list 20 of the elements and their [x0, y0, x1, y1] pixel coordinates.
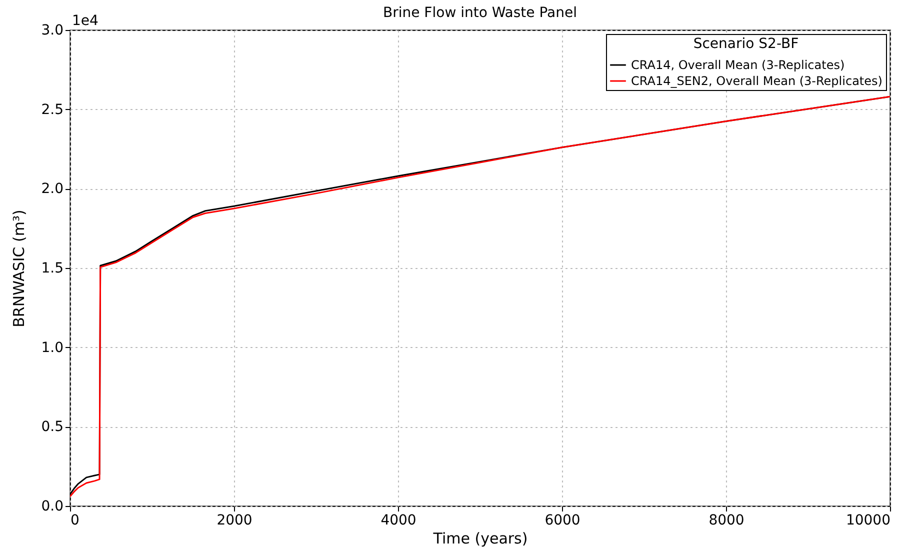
- x-tick-label: 0: [70, 512, 80, 528]
- x-tick-label: 8000: [708, 512, 744, 528]
- y-axis-title: BRNWASIC (m³): [10, 210, 28, 328]
- x-tick-label: 10000: [846, 512, 890, 528]
- y-tick-label: 1.0: [41, 340, 64, 356]
- text: 1e4: [72, 13, 99, 29]
- x-tick-label: 2000: [216, 512, 252, 528]
- x-tick-label: 4000: [380, 512, 416, 528]
- y-tick-label: 2.5: [41, 102, 64, 118]
- y-tick-label: 0.0: [41, 498, 64, 514]
- x-tick-label: 6000: [544, 512, 580, 528]
- y-tick-label: 3.0: [41, 22, 64, 38]
- legend-label: CRA14, Overall Mean (3-Replicates): [631, 58, 845, 72]
- y-tick-label: 0.5: [41, 419, 64, 436]
- x-axis-title: Time (years): [432, 530, 528, 548]
- y-tick-label: 1.5: [41, 260, 64, 276]
- chart-title: Brine Flow into Waste Panel: [382, 5, 578, 21]
- legend-label: CRA14_SEN2, Overall Mean (3-Replicates): [631, 74, 882, 88]
- y-tick-label: 2.0: [41, 181, 64, 198]
- legend-title: Scenario S2-BF: [693, 36, 799, 52]
